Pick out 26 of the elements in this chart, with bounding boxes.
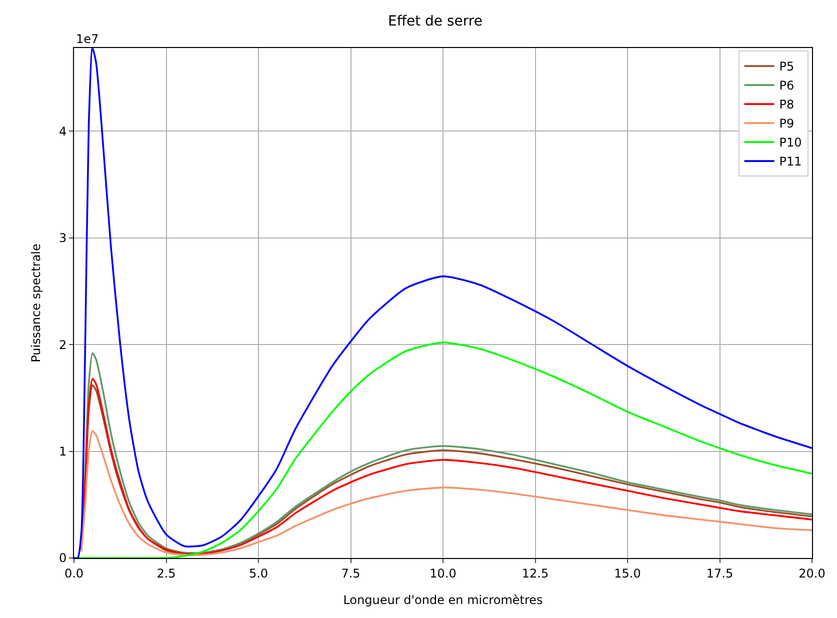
x-tick-label: 12.5 — [522, 566, 549, 580]
y-tick-label: 1 — [58, 444, 67, 459]
x-tick-label: 10.0 — [430, 566, 456, 580]
y-axis-title: Puissance spectrale — [29, 244, 43, 362]
legend-label: P11 — [779, 154, 802, 169]
x-tick-label: 15.0 — [614, 566, 641, 580]
y-tick-label: 4 — [58, 124, 67, 138]
legend-label: P5 — [779, 60, 794, 74]
x-axis-title: Longueur d'onde en micromètres — [343, 593, 543, 607]
x-tick-label: 7.5 — [341, 566, 360, 580]
legend-label: P9 — [779, 116, 794, 131]
y-tick-label: 3 — [58, 231, 67, 246]
x-tick-label: 2.5 — [156, 566, 176, 580]
y-tick-label: 0 — [58, 551, 67, 566]
x-tick-label: 20.0 — [798, 566, 826, 580]
line-series — [80, 430, 812, 556]
x-tick-label: 5.0 — [248, 566, 268, 580]
x-tick-label: 0.0 — [64, 566, 84, 580]
y-tick-label: 2 — [58, 338, 67, 352]
legend-label: P6 — [779, 78, 794, 93]
legend-label: P10 — [779, 136, 802, 150]
x-tick-label: 17.5 — [706, 566, 734, 580]
line-series — [74, 48, 812, 558]
chart-title: Effet de serre — [388, 13, 482, 30]
legend-label: P8 — [779, 98, 794, 112]
text: 1e7 — [76, 32, 99, 46]
